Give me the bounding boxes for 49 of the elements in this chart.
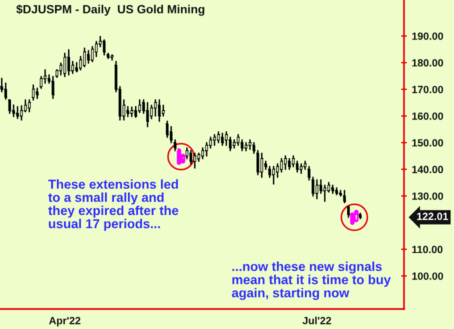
candlestick	[62, 52, 67, 78]
candlestick	[224, 131, 229, 146]
candlestick	[314, 179, 320, 200]
candlestick	[66, 49, 71, 76]
candlestick	[188, 150, 194, 165]
candlestick	[110, 54, 114, 61]
x-tick-label: Apr'22	[49, 316, 80, 326]
candlestick	[192, 152, 197, 169]
annotation: ...now these new signals mean that it is time to buy again, starting now	[232, 262, 391, 300]
y-tick-label: 170.00	[412, 86, 444, 94]
candlestick	[228, 136, 232, 152]
candlestick	[145, 102, 150, 128]
candlestick	[220, 132, 225, 146]
candlestick	[271, 166, 276, 185]
candlestick	[346, 206, 351, 218]
candlestick	[50, 76, 56, 100]
annotation: These extensions led to a small rally and they expired after the usual 17 periods...	[48, 179, 178, 231]
y-tick-label: 100.00	[412, 272, 444, 280]
candlestick	[330, 184, 335, 194]
x-tick-label: Jul'22	[302, 316, 332, 324]
candlestick	[248, 139, 252, 150]
y-tick-label: 180.00	[412, 59, 444, 67]
candlestick	[82, 48, 87, 68]
y-tick-label: 130.00	[412, 192, 444, 200]
y-tick-label: 190.00	[412, 32, 444, 40]
candlestick	[35, 88, 40, 100]
candlestick	[15, 106, 20, 120]
y-tick-label: 140.00	[412, 166, 444, 174]
candlestick	[216, 131, 221, 144]
y-tick-label: 150.00	[412, 139, 444, 147]
text: 122.01	[417, 212, 448, 220]
candlestick	[295, 160, 300, 173]
candlestick	[283, 155, 288, 170]
candlestick	[287, 158, 292, 170]
chart-title: $DJUSPM - Daily US Gold Mining	[16, 4, 204, 16]
candlestick	[260, 152, 264, 178]
candlestick	[102, 39, 106, 56]
y-tick-label: 110.00	[412, 246, 442, 254]
candlestick	[212, 134, 217, 146]
candlestick	[27, 99, 32, 112]
candlestick	[7, 99, 12, 114]
candlestick	[157, 99, 162, 122]
candlestick	[31, 84, 36, 101]
candlestick	[90, 46, 95, 62]
candlestick	[342, 190, 347, 204]
y-tick-label: 160.00	[412, 112, 444, 120]
candlestick	[244, 142, 248, 152]
candlestick	[86, 50, 91, 64]
candlestick	[74, 62, 79, 72]
